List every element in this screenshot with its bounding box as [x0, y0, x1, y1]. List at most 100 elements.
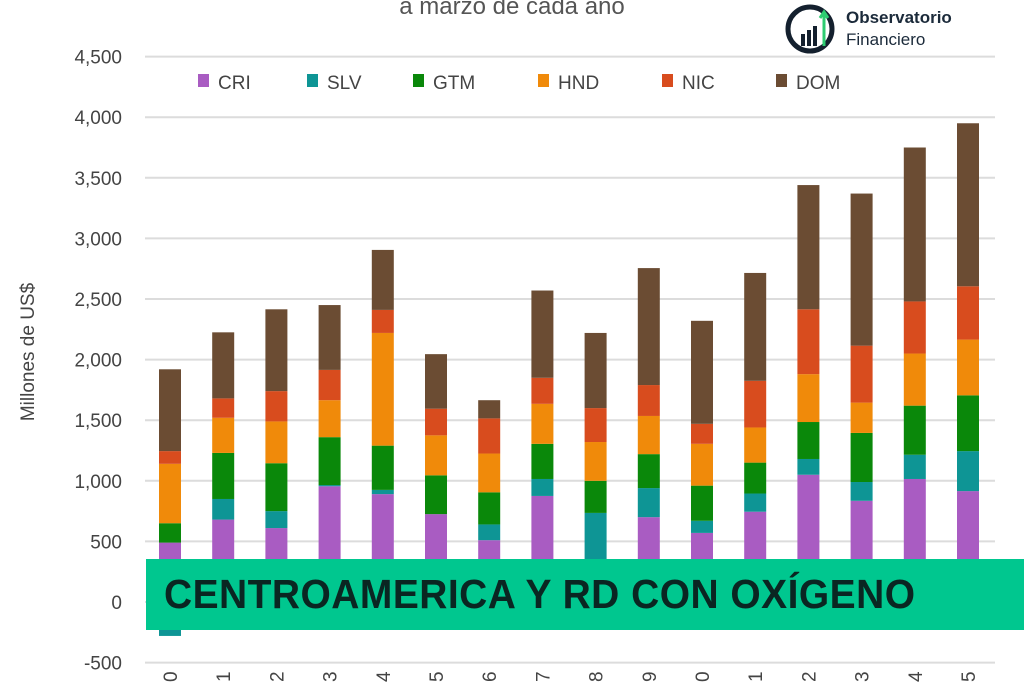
- bar-dom: [797, 185, 820, 310]
- legend-label-dom: DOM: [796, 73, 840, 94]
- bar-slv: [637, 488, 660, 518]
- y-tick-label: 3,000: [74, 229, 122, 250]
- bar-hnd: [212, 417, 235, 453]
- bar-dom: [371, 249, 394, 310]
- x-tick-label: 7: [533, 671, 554, 682]
- logo-line2: Financiero: [846, 30, 926, 49]
- bar-hnd: [425, 435, 447, 476]
- bar-hnd: [744, 427, 767, 463]
- bar-dom: [744, 272, 767, 381]
- x-tick-label: 8: [587, 671, 608, 682]
- bar-nic: [478, 418, 501, 454]
- bar-gtm: [744, 462, 767, 494]
- bar-gtm: [903, 405, 926, 455]
- y-tick-label: 2,500: [74, 290, 122, 311]
- y-tick-label: 2,000: [74, 351, 122, 372]
- bar-nic: [850, 345, 873, 403]
- bar-nic: [318, 369, 341, 401]
- bar-gtm: [478, 492, 501, 525]
- legend-swatch-dom: [776, 74, 787, 87]
- bar-slv: [744, 493, 767, 512]
- bar-hnd: [478, 453, 501, 493]
- logo-line1: Observatorio: [846, 8, 952, 27]
- bar-hnd: [371, 332, 394, 446]
- chart-title: a marzo de cada año: [399, 0, 624, 20]
- bar-gtm: [425, 475, 447, 515]
- y-tick-label: 1,000: [74, 472, 122, 493]
- bar-slv: [318, 485, 341, 487]
- bar-hnd: [159, 463, 181, 524]
- bar-dom: [159, 369, 181, 452]
- y-axis-label: Millones de US$: [18, 282, 39, 421]
- bar-slv: [850, 482, 873, 501]
- legend-swatch-hnd: [538, 74, 549, 87]
- bar-gtm: [637, 454, 660, 489]
- bar-nic: [265, 391, 288, 422]
- bar-dom: [531, 290, 554, 378]
- legend-swatch-gtm: [413, 74, 424, 87]
- bar-slv: [797, 458, 820, 475]
- bar-nic: [425, 408, 447, 436]
- bar-dom: [850, 193, 873, 346]
- bar-gtm: [584, 480, 607, 513]
- legend-label-hnd: HND: [558, 73, 599, 94]
- y-tick-label: 4,500: [74, 48, 122, 69]
- bar-dom: [903, 147, 926, 302]
- bar-gtm: [531, 443, 554, 479]
- x-tick-label: 0: [693, 671, 714, 682]
- x-tick-label: 3: [321, 671, 342, 682]
- headline-text: CENTROAMERICA Y RD CON OXÍGENO: [164, 571, 916, 617]
- x-tick-label: 4: [374, 671, 395, 682]
- legend-label-slv: SLV: [327, 73, 362, 94]
- bar-dom: [957, 123, 979, 287]
- bar-slv: [903, 454, 926, 479]
- bar-gtm: [265, 463, 288, 512]
- bar-gtm: [691, 485, 713, 521]
- logo: Observatorio Financiero: [784, 2, 952, 56]
- x-tick-label: 2: [267, 671, 288, 682]
- logo-icon: [785, 4, 835, 54]
- headline-banner: CENTROAMERICA Y RD CON OXÍGENO: [146, 559, 1024, 630]
- bar-hnd: [691, 443, 713, 486]
- bar-nic: [903, 301, 926, 354]
- y-tick-label: 4,000: [74, 108, 122, 129]
- bar-slv: [957, 451, 979, 492]
- legend-swatch-slv: [307, 74, 318, 87]
- bar-hnd: [797, 374, 820, 423]
- bar-nic: [637, 385, 660, 416]
- bar-slv: [531, 478, 554, 496]
- bar-dom: [478, 400, 501, 419]
- bar-gtm: [957, 395, 979, 452]
- bar-nic: [957, 286, 979, 340]
- x-tick-label: 6: [480, 671, 501, 682]
- bar-gtm: [850, 432, 873, 483]
- x-tick-label: 1: [746, 671, 767, 682]
- bar-slv: [212, 498, 235, 520]
- bar-slv: [691, 520, 713, 533]
- x-tick-label: 5: [427, 671, 448, 682]
- bar-dom: [318, 305, 341, 370]
- bar-dom: [584, 332, 607, 409]
- bar-hnd: [265, 421, 288, 464]
- x-tick-label: 4: [906, 671, 927, 682]
- bar-nic: [797, 309, 820, 375]
- bar-slv: [371, 489, 394, 495]
- bar-hnd: [318, 400, 341, 438]
- bar-nic: [584, 408, 607, 443]
- bar-hnd: [531, 403, 554, 444]
- y-tick-label: 1,500: [74, 411, 122, 432]
- bar-gtm: [371, 445, 394, 490]
- bar-gtm: [212, 452, 235, 499]
- bar-nic: [212, 398, 235, 418]
- bar-hnd: [957, 339, 979, 396]
- legend-swatch-cri: [198, 74, 209, 87]
- bar-nic: [371, 309, 394, 333]
- legend-swatch-nic: [662, 74, 673, 87]
- bar-hnd: [637, 415, 660, 455]
- bar-nic: [691, 423, 713, 444]
- x-tick-label: 0: [161, 671, 182, 682]
- bar-hnd: [903, 353, 926, 406]
- x-tick-label: 1: [214, 671, 235, 682]
- bar-hnd: [850, 402, 873, 433]
- bar-nic: [744, 380, 767, 428]
